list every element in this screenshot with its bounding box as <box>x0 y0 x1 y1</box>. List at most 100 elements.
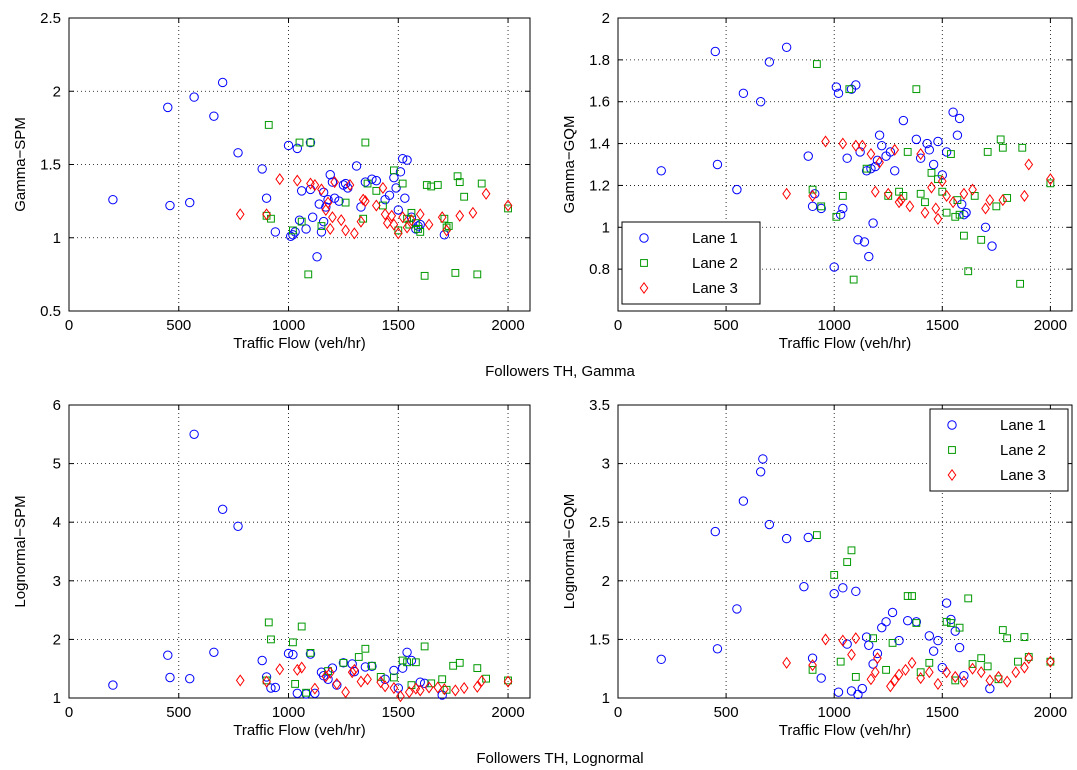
data-point-lane-3 <box>382 217 392 230</box>
data-point-lane-2 <box>394 226 403 235</box>
data-point-lane-2 <box>882 665 890 674</box>
data-point-lane-1 <box>712 159 723 170</box>
data-point-lane-3 <box>332 677 342 690</box>
data-point-lane-2 <box>267 635 275 644</box>
data-point-lane-1 <box>402 647 412 657</box>
data-point-lane-3 <box>1011 666 1021 679</box>
data-point-lane-3 <box>389 218 399 231</box>
data-point-lane-2 <box>295 138 304 147</box>
data-point-lane-2 <box>264 121 273 129</box>
data-point-lane-3 <box>927 181 936 194</box>
data-point-lane-2 <box>812 531 821 539</box>
data-point-lane-3 <box>433 681 443 694</box>
data-point-lane-3 <box>262 675 271 688</box>
data-point-lane-2 <box>808 665 817 674</box>
data-point-lane-3 <box>994 670 1003 683</box>
data-point-lane-3 <box>415 208 425 221</box>
data-point-lane-1 <box>959 210 969 220</box>
legend-entry-lane-1: Lane 1 <box>1000 417 1046 434</box>
data-point-lane-3 <box>317 183 326 196</box>
data-point-lane-1 <box>732 184 742 195</box>
data-point-lane-1 <box>209 111 219 121</box>
data-point-lane-1 <box>807 201 818 212</box>
data-point-lane-1 <box>283 648 294 659</box>
data-point-lane-2 <box>916 668 925 677</box>
data-point-lane-1 <box>985 683 995 694</box>
data-point-lane-1 <box>305 137 316 148</box>
data-point-lane-2 <box>1018 143 1027 152</box>
data-point-lane-1 <box>290 227 300 237</box>
data-point-lane-2 <box>341 198 350 207</box>
data-point-lane-3 <box>890 674 900 687</box>
data-point-lane-2 <box>927 168 936 177</box>
data-point-lane-3 <box>407 214 416 227</box>
data-point-lane-3 <box>985 674 995 687</box>
data-point-lane-2 <box>389 166 398 175</box>
data-point-lane-3 <box>959 675 969 688</box>
data-point-lane-1 <box>312 252 322 262</box>
data-point-lane-2 <box>444 222 453 230</box>
data-point-lane-1 <box>959 671 969 681</box>
data-point-lane-1 <box>393 205 403 215</box>
data-point-lane-3 <box>477 674 487 688</box>
data-point-lane-1 <box>402 155 412 165</box>
x-tick-label: 0 <box>614 317 622 334</box>
data-point-lane-3 <box>1046 173 1055 186</box>
data-point-lane-2 <box>1003 634 1012 643</box>
data-point-lane-2 <box>1046 179 1055 188</box>
data-point-lane-1 <box>732 604 742 614</box>
data-point-lane-1 <box>842 153 852 163</box>
data-point-lane-1 <box>807 653 818 663</box>
data-point-lane-3 <box>866 147 876 161</box>
data-point-lane-1 <box>710 46 720 57</box>
data-point-lane-2 <box>847 546 856 555</box>
data-point-lane-1 <box>799 581 809 592</box>
data-point-lane-1 <box>933 635 943 646</box>
data-point-lane-1 <box>885 147 896 157</box>
x-tick-label: 2000 <box>1034 317 1067 334</box>
x-tick-label: 1000 <box>818 317 851 334</box>
data-point-lane-2 <box>455 658 464 667</box>
data-point-lane-1 <box>288 649 298 660</box>
legend: Lane 1 Lane 2 Lane 3 <box>621 221 761 305</box>
data-point-lane-3 <box>905 200 915 213</box>
data-point-lane-1 <box>301 224 311 234</box>
data-point-lane-1 <box>803 532 813 543</box>
data-point-lane-3 <box>396 690 405 703</box>
data-point-lane-2 <box>992 202 1001 211</box>
group-title-lognormal: Followers TH, Lognormal <box>476 750 643 767</box>
data-point-lane-2 <box>955 210 964 219</box>
data-point-lane-3 <box>325 222 335 236</box>
data-point-lane-1 <box>872 648 883 659</box>
data-point-lane-1 <box>961 207 971 218</box>
data-point-lane-2 <box>951 212 960 221</box>
legend-marker-lane-1 <box>639 233 649 243</box>
legend-entry-lane-3: Lane 3 <box>1000 467 1046 484</box>
data-point-lane-2 <box>996 135 1005 144</box>
data-point-lane-3 <box>933 677 943 690</box>
data-point-lane-2 <box>1020 633 1029 641</box>
data-point-lane-3 <box>847 648 856 661</box>
data-point-lane-1 <box>857 683 867 694</box>
data-point-lane-3 <box>886 680 895 693</box>
data-point-lane-2 <box>398 179 407 188</box>
data-point-lane-1 <box>261 193 272 203</box>
data-point-lane-2 <box>411 658 420 667</box>
data-point-lane-1 <box>864 251 874 262</box>
data-point-lane-3 <box>998 194 1008 207</box>
data-point-lane-2 <box>302 688 310 697</box>
data-point-lane-1 <box>233 148 243 158</box>
data-point-lane-1 <box>816 673 826 683</box>
data-point-lane-1 <box>864 640 874 650</box>
data-point-lane-2 <box>361 138 370 147</box>
data-point-lane-3 <box>328 211 337 224</box>
y-tick-label: 2 <box>602 573 610 590</box>
data-point-lane-2 <box>354 653 363 661</box>
data-point-lane-3 <box>360 195 370 208</box>
data-point-lane-1 <box>384 190 395 200</box>
data-point-lane-1 <box>327 177 338 187</box>
data-point-lane-3 <box>782 187 791 200</box>
data-point-lane-1 <box>356 202 366 212</box>
data-point-lane-2 <box>983 662 992 671</box>
data-point-lane-3 <box>821 135 830 148</box>
